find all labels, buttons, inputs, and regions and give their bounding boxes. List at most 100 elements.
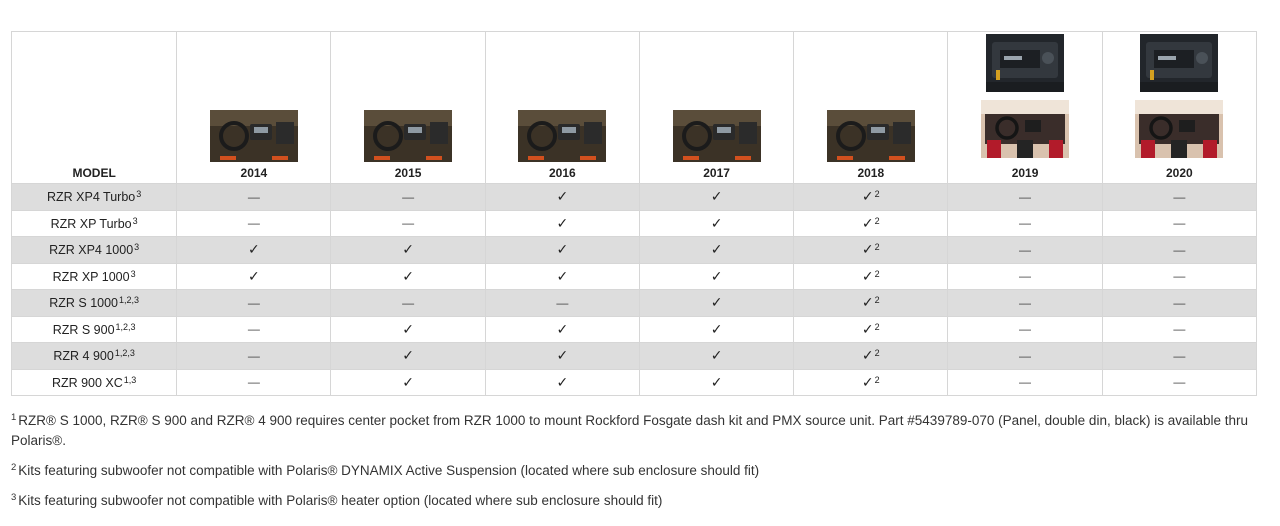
check-icon: ✓	[710, 347, 723, 364]
check-icon: ✓	[402, 347, 414, 364]
check-icon: ✓	[710, 373, 723, 390]
compat-cell: ✓	[330, 342, 486, 370]
compat-cell: —	[176, 315, 332, 343]
compat-cell: ✓	[484, 315, 640, 343]
check-icon: ✓	[861, 373, 874, 390]
check-icon: ✓	[710, 214, 723, 231]
check-icon: ✓	[710, 267, 723, 284]
compat-cell: —	[1101, 209, 1258, 237]
compat-cell: ✓	[638, 342, 795, 370]
compat-cell: —	[947, 236, 1103, 264]
dash-mark: —	[402, 295, 415, 310]
table-row: RZR S 9001,2,3— ✓ ✓ ✓ ✓2— —	[10, 315, 1258, 343]
dash-mark: —	[1019, 242, 1032, 257]
cell-footnote-ref: 2	[874, 268, 880, 279]
model-name: RZR XP 1000	[52, 269, 130, 284]
footnote-number: 2	[11, 462, 17, 473]
table-row: RZR XP 10003 ✓ ✓ ✓ ✓ ✓2— —	[10, 262, 1258, 290]
footnote: 3 Kits featuring subwoofer not compatible…	[11, 488, 1261, 511]
compat-cell: ✓	[638, 209, 795, 237]
check-icon: ✓	[710, 294, 723, 311]
table-row: RZR XP4 Turbo3— — ✓ ✓ ✓2— —	[10, 183, 1258, 211]
dash-mark: —	[1173, 216, 1186, 231]
compat-cell: —	[330, 289, 486, 317]
cell-footnote-ref: 2	[874, 215, 880, 226]
model-name: RZR S 1000	[49, 296, 118, 311]
compat-cell: ✓2	[793, 315, 949, 343]
dash-mark: —	[1019, 375, 1032, 390]
compat-cell: —	[1101, 315, 1258, 343]
cockpit-image	[1135, 100, 1224, 158]
compat-cell: ✓	[638, 368, 795, 396]
compat-cell: —	[947, 289, 1103, 317]
compat-cell: —	[1101, 289, 1258, 317]
check-icon: ✓	[861, 188, 874, 205]
check-icon: ✓	[556, 241, 569, 258]
dash-image	[672, 110, 761, 162]
table-row: RZR S 10001,2,3— — — ✓ ✓2— —	[10, 289, 1258, 317]
compat-cell: ✓	[330, 236, 486, 264]
model-name: RZR 4 900	[53, 349, 114, 364]
compat-cell: —	[176, 183, 332, 211]
dash-mark: —	[1019, 322, 1032, 337]
compat-cell: ✓	[638, 289, 795, 317]
check-icon: ✓	[861, 294, 874, 311]
year-header: 2018	[793, 31, 949, 184]
compat-cell: ✓	[330, 262, 486, 290]
compat-cell: —	[176, 368, 332, 396]
footnote-text: RZR® S 1000, RZR® S 900 and RZR® 4 900 r…	[11, 413, 1249, 448]
model-name: RZR 900 XC	[51, 375, 123, 390]
dash-mark: —	[247, 375, 260, 390]
dash-mark: —	[247, 295, 260, 310]
compat-cell: —	[947, 209, 1103, 237]
check-icon: ✓	[556, 320, 569, 337]
model-name-cell: RZR XP4 Turbo3	[10, 183, 178, 211]
compat-cell: ✓	[176, 236, 332, 264]
model-footnote-ref: 1,2,3	[115, 321, 136, 332]
compat-cell: —	[947, 368, 1103, 396]
compat-cell: ✓2	[793, 342, 949, 370]
check-icon: ✓	[556, 188, 569, 205]
footnote-number: 3	[11, 492, 17, 503]
model-name-cell: RZR XP Turbo3	[10, 209, 178, 237]
cell-footnote-ref: 2	[874, 242, 880, 253]
compat-cell: ✓	[484, 209, 640, 237]
dash-image	[518, 110, 607, 162]
compat-cell: ✓	[176, 262, 332, 290]
compat-cell: ✓2	[793, 368, 949, 396]
dash-mark: —	[1173, 322, 1186, 337]
dash-mark: —	[1173, 242, 1186, 257]
table-row: RZR XP Turbo3— — ✓ ✓ ✓2— —	[10, 209, 1258, 237]
check-icon: ✓	[402, 320, 414, 337]
check-icon: ✓	[710, 241, 723, 258]
year-header: 2015	[330, 31, 486, 184]
compat-cell: —	[176, 342, 332, 370]
table-row: RZR 4 9001,2,3— ✓ ✓ ✓ ✓2— —	[10, 342, 1258, 370]
dash-mark: —	[1019, 216, 1032, 231]
footnote: 2 Kits featuring subwoofer not compatible…	[11, 458, 1261, 481]
cell-footnote-ref: 2	[874, 374, 880, 385]
compat-cell: ✓2	[793, 289, 949, 317]
compatibility-table: MODEL 2014 2015 2016 2017 2018 2019 2020…	[10, 31, 1258, 396]
dash-image	[364, 110, 453, 162]
compat-cell: ✓	[330, 315, 486, 343]
footnote: 1 RZR® S 1000, RZR® S 900 and RZR® 4 900 …	[11, 408, 1261, 451]
dash-mark: —	[247, 348, 260, 363]
header-row: MODEL 2014 2015 2016 2017 2018 2019 2020	[10, 31, 1258, 184]
model-name-cell: RZR 900 XC1,3	[10, 368, 178, 396]
check-icon: ✓	[861, 347, 874, 364]
compat-cell: —	[947, 342, 1103, 370]
dash-mark: —	[247, 216, 260, 231]
dash-mark: —	[1173, 375, 1186, 390]
compat-cell: ✓	[484, 342, 640, 370]
year-label: 2017	[703, 166, 730, 180]
year-label: 2015	[394, 166, 422, 180]
year-header: 2017	[638, 31, 795, 184]
model-name: RZR XP Turbo	[50, 216, 132, 231]
footnote-text: Kits featuring subwoofer not compatible …	[18, 463, 760, 478]
check-icon: ✓	[402, 267, 414, 284]
dash-mark: —	[402, 189, 415, 204]
model-name-cell: RZR S 9001,2,3	[10, 315, 178, 343]
check-icon: ✓	[402, 241, 414, 258]
model-footnote-ref: 1,2,3	[114, 348, 135, 359]
